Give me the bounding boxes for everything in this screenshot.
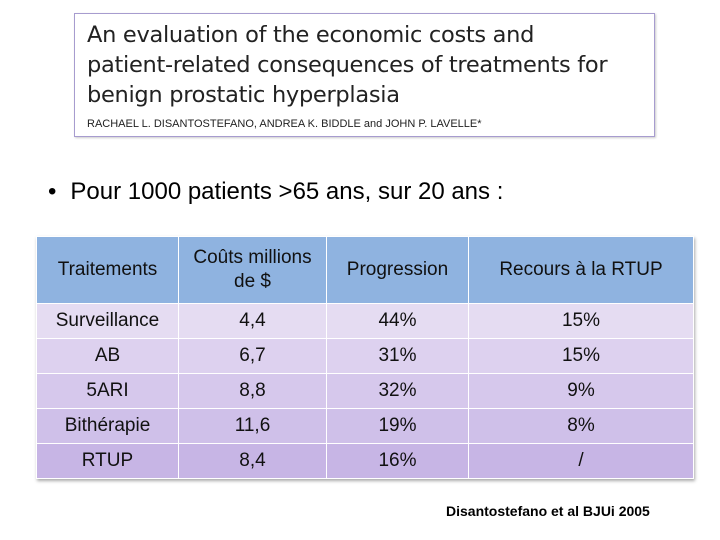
table-cell: 8,4 <box>178 443 327 479</box>
table-cell: 15% <box>468 338 694 374</box>
table-row: RTUP 8,4 16% / <box>36 443 694 479</box>
header-cell: Coûts millions de $ <box>178 236 327 304</box>
table-cell: 9% <box>468 373 694 409</box>
header-cell: Progression <box>326 236 469 304</box>
bullet-text: Pour 1000 patients >65 ans, sur 20 ans : <box>70 178 504 205</box>
table-cell: 16% <box>326 443 469 479</box>
table-row: 5ARI 8,8 32% 9% <box>36 373 694 409</box>
bullet-point: • Pour 1000 patients >65 ans, sur 20 ans … <box>48 178 503 206</box>
paper-title-image: An evaluation of the economic costs and … <box>74 13 655 137</box>
paper-title: An evaluation of the economic costs and … <box>87 20 608 110</box>
table-cell: AB <box>36 338 179 374</box>
paper-title-line: patient-related consequences of treatmen… <box>87 52 608 78</box>
table-cell: RTUP <box>36 443 179 479</box>
table-row: Surveillance 4,4 44% 15% <box>36 303 694 339</box>
paper-title-line: benign prostatic hyperplasia <box>87 82 400 108</box>
table-cell: 11,6 <box>178 408 327 444</box>
paper-authors: RACHAEL L. DISANTOSTEFANO, ANDREA K. BID… <box>87 118 482 130</box>
table-cell: / <box>468 443 694 479</box>
bullet-icon: • <box>48 178 57 205</box>
table-cell: 8,8 <box>178 373 327 409</box>
table-header-row: Traitements Coûts millions de $ Progress… <box>36 236 694 304</box>
citation: Disantostefano et al BJUi 2005 <box>446 503 650 519</box>
treatment-table: Traitements Coûts millions de $ Progress… <box>36 236 694 479</box>
table-cell: 44% <box>326 303 469 339</box>
table-cell: Surveillance <box>36 303 179 339</box>
table-cell: 6,7 <box>178 338 327 374</box>
header-cell: Traitements <box>36 236 179 304</box>
header-cell-text: Coûts millions de $ <box>193 247 312 292</box>
header-cell: Recours à la RTUP <box>468 236 694 304</box>
table-cell: 19% <box>326 408 469 444</box>
table-cell: 32% <box>326 373 469 409</box>
table-cell: 5ARI <box>36 373 179 409</box>
table-row: Bithérapie 11,6 19% 8% <box>36 408 694 444</box>
table-cell: 31% <box>326 338 469 374</box>
table-row: AB 6,7 31% 15% <box>36 338 694 374</box>
table-cell: 4,4 <box>178 303 327 339</box>
table-cell: 15% <box>468 303 694 339</box>
table-cell: Bithérapie <box>36 408 179 444</box>
paper-title-line: An evaluation of the economic costs and <box>87 22 535 48</box>
table-cell: 8% <box>468 408 694 444</box>
